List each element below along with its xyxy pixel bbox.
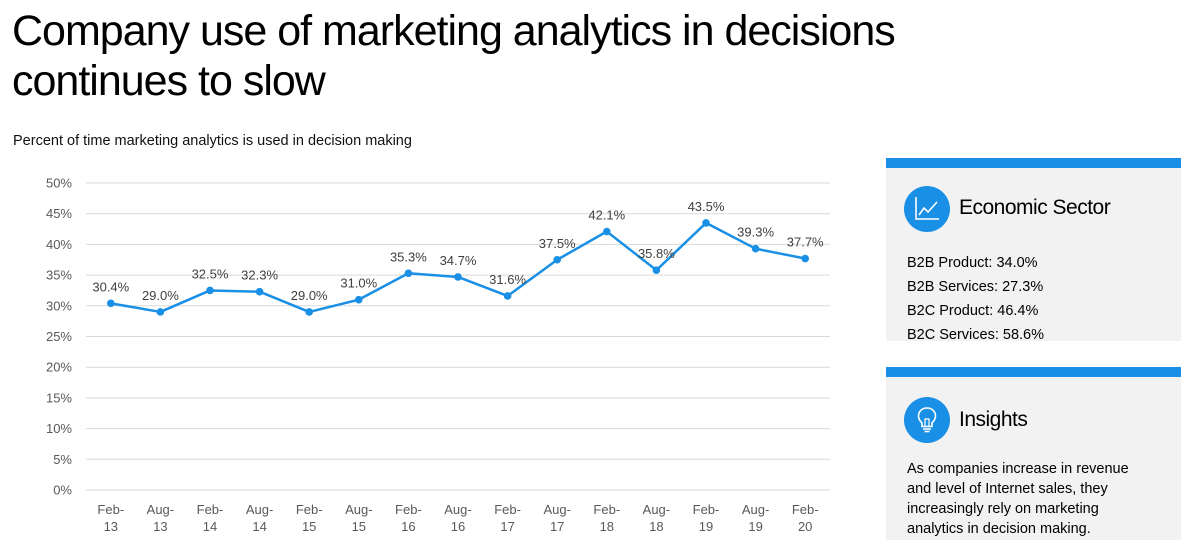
x-tick-label: Feb-18 — [593, 502, 620, 534]
line-chart: 0% 5% 10% 15% 20% 25% 30% 35% 40% 45% 50% Feb-13 Au… — [46, 176, 830, 534]
data-label: 43.5% — [688, 199, 725, 214]
sector-item: B2B Services: 27.3% — [907, 279, 1044, 295]
y-tick-label: 10% — [46, 421, 72, 436]
data-point — [454, 273, 462, 281]
sector-item: B2C Product: 46.4% — [907, 303, 1039, 319]
data-point — [156, 308, 165, 316]
data-point — [801, 254, 809, 263]
y-tick-label: 20% — [46, 360, 72, 375]
data-label: 31.6% — [489, 272, 526, 287]
data-label: 35.8% — [638, 246, 675, 261]
x-tick-label: Aug-14 — [246, 502, 273, 534]
y-tick-label: 0% — [53, 483, 72, 498]
chart-subtitle: Percent of time marketing analytics is u… — [13, 133, 412, 149]
data-points — [107, 219, 809, 316]
y-tick-label: 5% — [53, 452, 72, 467]
y-tick-label: 35% — [46, 268, 72, 283]
y-tick-label: 40% — [46, 237, 72, 252]
x-tick-label: Aug-17 — [543, 502, 570, 534]
chart-gridlines — [86, 182, 830, 491]
y-tick-label: 45% — [46, 206, 72, 221]
economic-sector-heading: Economic Sector — [959, 196, 1111, 219]
y-tick-label: 50% — [46, 176, 72, 191]
x-tick-label: Feb-16 — [395, 502, 422, 534]
x-axis-ticks: Feb-13 Aug-13 Feb-14 Aug-14 Feb-15 Aug-15 Feb-… — [97, 502, 818, 534]
x-tick-label: Feb-17 — [494, 502, 521, 534]
lightbulb-icon — [904, 397, 950, 443]
data-point — [305, 308, 314, 316]
y-tick-label: 15% — [46, 390, 72, 405]
data-point — [355, 295, 363, 304]
data-label: 37.7% — [787, 235, 824, 250]
line-chart-icon — [904, 186, 950, 232]
data-label: 29.0% — [142, 288, 179, 303]
data-point — [206, 286, 214, 295]
insights-heading: Insights — [959, 408, 1028, 431]
data-labels: 30.4% 29.0% 32.5% 32.3% 29.0% 31.0% 35.3% 34.7%… — [92, 199, 824, 303]
data-label: 30.4% — [92, 279, 129, 294]
data-point — [255, 287, 264, 296]
economic-sector-panel: Economic Sector B2B Product: 34.0% B2B S… — [886, 158, 1181, 343]
insights-text: As companies increase in revenue and lev… — [907, 461, 1129, 537]
x-tick-label: Aug-19 — [742, 502, 769, 534]
data-point — [751, 244, 760, 253]
x-tick-label: Aug-15 — [345, 502, 372, 534]
sector-item: B2C Services: 58.6% — [907, 327, 1045, 343]
data-label: 29.0% — [291, 288, 328, 303]
data-point — [652, 266, 661, 274]
data-label: 39.3% — [737, 225, 774, 240]
data-label: 32.5% — [192, 266, 229, 281]
page-title: Company use of marketing analytics in de… — [12, 7, 896, 105]
x-tick-label: Aug-16 — [444, 502, 471, 534]
x-tick-label: Aug-18 — [643, 502, 670, 534]
data-label: 37.5% — [539, 236, 576, 251]
x-tick-label: Feb-15 — [296, 502, 323, 534]
x-tick-label: Feb-13 — [97, 502, 124, 534]
data-point — [107, 299, 115, 308]
x-tick-label: Aug-13 — [147, 502, 174, 534]
data-label: 32.3% — [241, 268, 278, 283]
data-point — [503, 292, 512, 300]
data-label: 35.3% — [390, 249, 427, 264]
sector-list: B2B Product: 34.0% B2B Services: 27.3% B… — [907, 251, 1044, 347]
y-axis-ticks: 0% 5% 10% 15% 20% 25% 30% 35% 40% 45% 50% — [46, 176, 72, 498]
x-tick-label: Feb-14 — [197, 502, 224, 534]
data-label: 42.1% — [588, 208, 625, 223]
data-label: 31.0% — [340, 276, 377, 291]
data-point — [702, 219, 710, 227]
y-tick-label: 30% — [46, 298, 72, 313]
y-tick-label: 25% — [46, 329, 72, 344]
data-point — [553, 255, 561, 264]
x-tick-label: Feb-20 — [792, 502, 819, 534]
sector-item: B2B Product: 34.0% — [907, 255, 1038, 271]
data-point — [404, 269, 413, 278]
x-tick-label: Feb-19 — [693, 502, 720, 534]
data-label: 34.7% — [440, 253, 477, 268]
insights-panel: Insights As companies increase in revenu… — [886, 367, 1181, 540]
data-point — [603, 227, 611, 236]
